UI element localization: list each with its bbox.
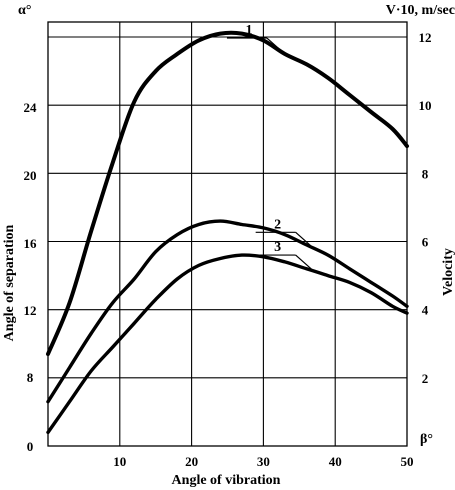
- x-tick-label: 40: [329, 454, 342, 469]
- callout-group: 1 2 3: [226, 23, 315, 272]
- series-label-3: 3: [274, 240, 281, 255]
- series-group: [46, 30, 409, 435]
- y-right-tick-label: 10: [419, 98, 432, 113]
- y-left-tick-label: 16: [24, 236, 38, 251]
- callout-leader: [295, 231, 315, 249]
- plot-frame: [47, 21, 408, 447]
- y-right-tick-label: 8: [422, 166, 429, 181]
- y-left-tick-label: 8: [27, 370, 34, 385]
- series-line-3: [46, 253, 409, 435]
- y-left-tick-label: 20: [24, 168, 37, 183]
- grid: [47, 21, 408, 447]
- series-label-1: 1: [245, 23, 252, 38]
- x-tick-label: 10: [113, 454, 126, 469]
- series-line-2: [46, 219, 409, 404]
- y-left-tick-label: 24: [24, 100, 38, 115]
- left-axis-label: Angle of separation: [2, 224, 17, 341]
- series-label-2: 2: [274, 217, 281, 232]
- x-tick-label: 50: [401, 454, 414, 469]
- right-axis-label: Velocity: [441, 248, 455, 296]
- left-axis-symbol: α°: [18, 3, 31, 18]
- callout-leader: [266, 37, 286, 55]
- x-tick-label: 30: [257, 454, 270, 469]
- right-axis-title: V·10, m/sec: [386, 3, 455, 18]
- callout-leader: [295, 254, 315, 272]
- y-left-tick-label: 12: [24, 303, 37, 318]
- y-right-tick-label: 4: [422, 303, 429, 318]
- x-tick-label: 20: [185, 454, 198, 469]
- series-line-1: [46, 30, 409, 356]
- y-right-tick-label: 12: [419, 30, 432, 45]
- x-axis-label: Angle of vibration: [172, 473, 281, 488]
- y-left-tick-label: 0: [27, 439, 34, 454]
- y-right-tick-label: 2: [422, 371, 429, 386]
- x-axis-symbol: β°: [420, 432, 433, 447]
- y-right-tick-label: 6: [422, 235, 429, 250]
